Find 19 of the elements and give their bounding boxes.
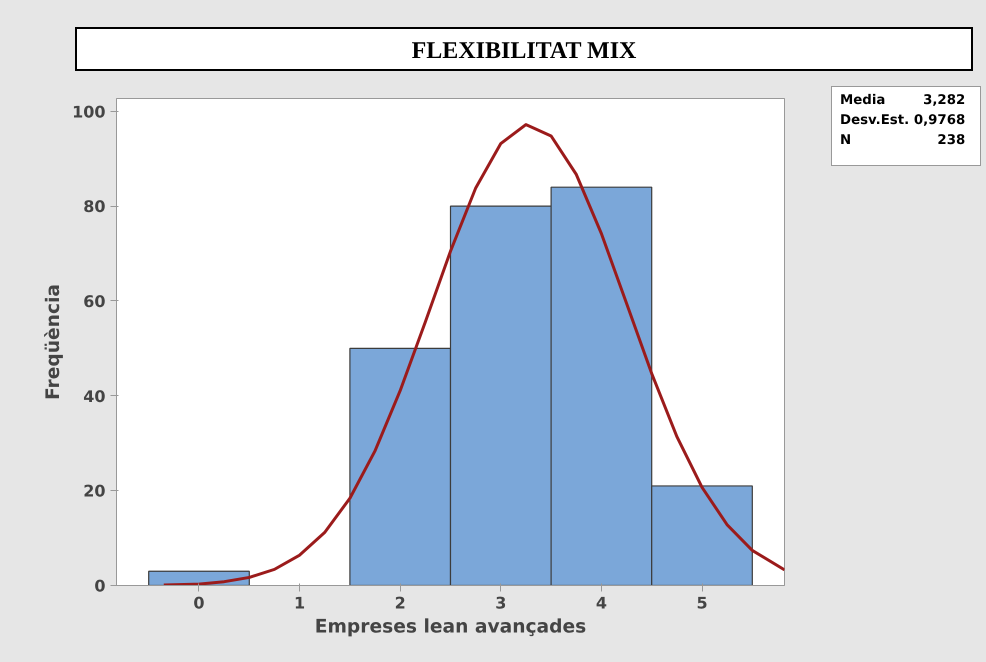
x-tick-label: 4 [596, 594, 607, 612]
text: Media 3,282 [840, 93, 966, 108]
y-tick-label: 60 [83, 292, 106, 311]
y-tick-label: 80 [83, 197, 106, 216]
y-tick-label: 20 [83, 482, 106, 501]
x-tick-label: 1 [294, 594, 306, 612]
text: Desv.Est. 0,9768 [840, 112, 966, 130]
x-tick-label: 0 [193, 594, 205, 612]
line-series [162, 123, 784, 586]
y-tick-label: 100 [72, 102, 106, 122]
x-tick-label: 3 [495, 594, 506, 612]
text: N 238 [840, 133, 966, 148]
x-tick-label: 2 [394, 594, 406, 612]
y-axis-title: Freqüència [43, 284, 64, 400]
y-tick-label: 40 [83, 386, 106, 406]
x-tick-label: 5 [696, 594, 708, 612]
chart-title: FLEXIBILITAT MIX [412, 37, 636, 66]
y-tick-label: 0 [94, 576, 106, 596]
x-axis-title: Empreses lean avançades [314, 616, 586, 638]
